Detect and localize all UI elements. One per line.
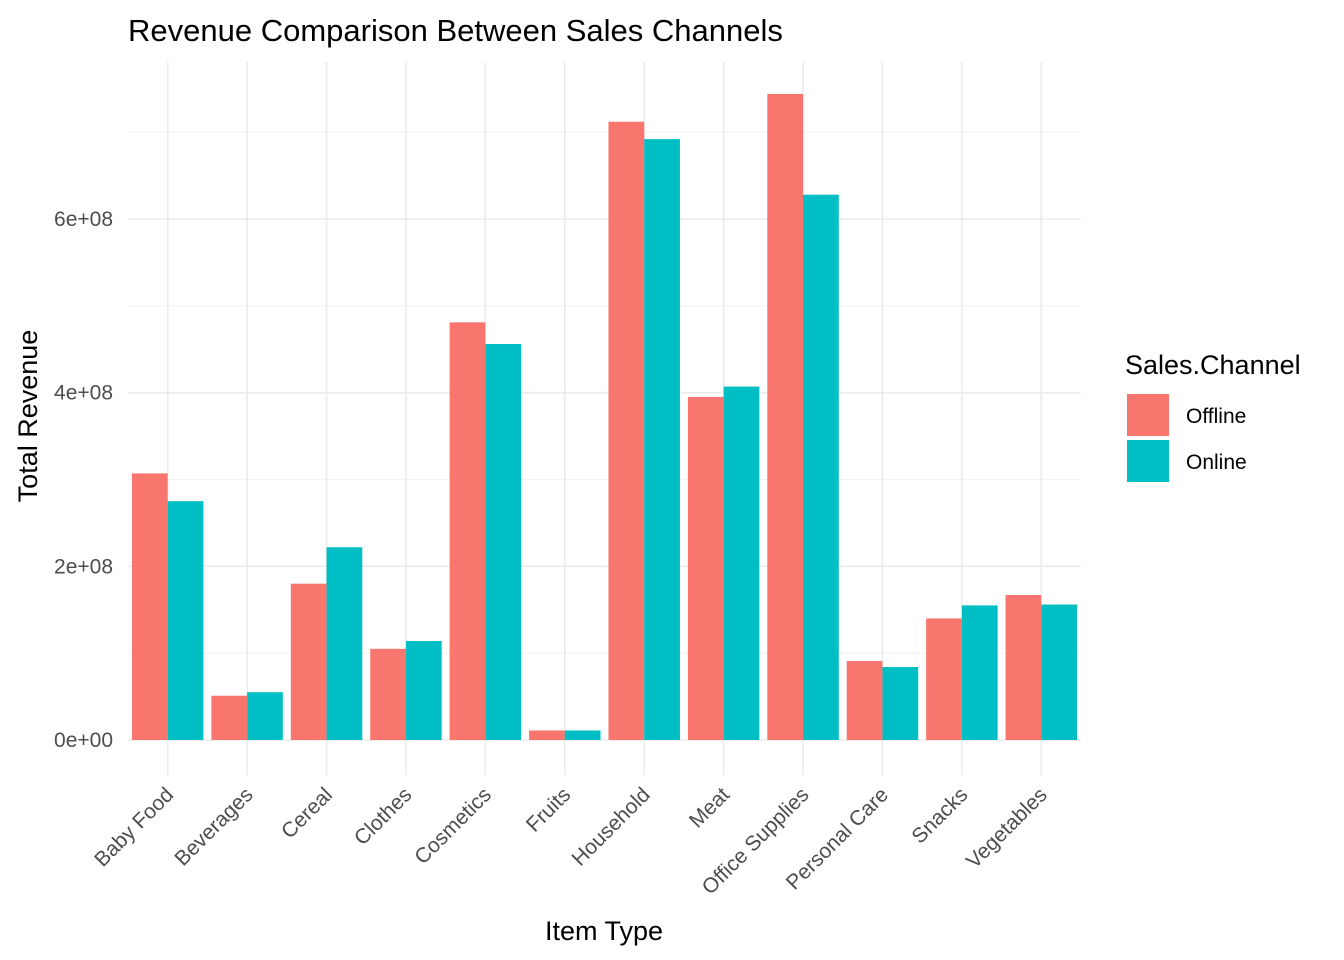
x-axis-title: Item Type bbox=[545, 916, 663, 946]
y-tick-label: 0e+00 bbox=[54, 729, 113, 752]
x-tick-label: Beverages bbox=[170, 783, 257, 870]
bar-online-cereal bbox=[326, 547, 363, 740]
x-tick-label: Baby Food bbox=[90, 783, 178, 871]
bar-online-meat bbox=[723, 386, 760, 740]
bar-offline-household bbox=[608, 121, 645, 741]
bar-offline-vegetables bbox=[1005, 594, 1042, 740]
x-tick-label: Household bbox=[567, 783, 654, 870]
bar-offline-cereal bbox=[290, 583, 327, 740]
y-axis-ticks: 0e+00 2e+08 4e+08 6e+08 bbox=[54, 208, 113, 752]
x-tick-label: Snacks bbox=[907, 783, 972, 848]
bar-online-beverages bbox=[247, 692, 283, 740]
bar-offline-beverages bbox=[211, 695, 248, 740]
legend-key-online bbox=[1127, 440, 1169, 482]
bar-online-personal-care bbox=[882, 667, 919, 740]
bar-offline-clothes bbox=[370, 648, 406, 740]
bar-online-snacks bbox=[961, 605, 998, 740]
chart-title: Revenue Comparison Between Sales Channel… bbox=[128, 13, 783, 48]
x-tick-label: Cereal bbox=[277, 783, 337, 843]
legend-title: Sales.Channel bbox=[1125, 350, 1301, 380]
bar-offline-fruits bbox=[529, 730, 565, 740]
bar-online-vegetables bbox=[1041, 604, 1078, 740]
bar-offline-personal-care bbox=[846, 660, 883, 740]
y-tick-label: 4e+08 bbox=[54, 382, 113, 405]
legend-key-offline bbox=[1127, 394, 1169, 436]
bar-online-baby-food bbox=[167, 501, 204, 740]
bar-online-cosmetics bbox=[485, 344, 522, 740]
bar-offline-meat bbox=[687, 397, 724, 740]
legend: Sales.Channel Offline Online bbox=[1125, 350, 1301, 482]
x-tick-label: Cosmetics bbox=[410, 783, 496, 869]
bars bbox=[131, 93, 1078, 741]
y-tick-label: 6e+08 bbox=[54, 208, 113, 231]
x-tick-label: Fruits bbox=[522, 783, 575, 836]
bar-offline-baby-food bbox=[131, 473, 168, 740]
x-tick-label: Meat bbox=[685, 783, 734, 832]
bar-online-office-supplies bbox=[803, 194, 839, 741]
x-tick-label: Vegetables bbox=[962, 783, 1052, 873]
bar-offline-cosmetics bbox=[449, 322, 486, 740]
y-tick-label: 2e+08 bbox=[54, 555, 113, 578]
x-tick-label: Clothes bbox=[350, 783, 417, 850]
legend-label-offline: Offline bbox=[1186, 405, 1246, 428]
bar-online-clothes bbox=[405, 641, 442, 740]
y-axis-title: Total Revenue bbox=[13, 330, 43, 503]
bar-offline-office-supplies bbox=[767, 93, 804, 740]
bar-online-household bbox=[644, 139, 680, 740]
bar-offline-snacks bbox=[926, 618, 962, 740]
legend-label-online: Online bbox=[1186, 451, 1247, 474]
bar-online-fruits bbox=[564, 730, 601, 740]
